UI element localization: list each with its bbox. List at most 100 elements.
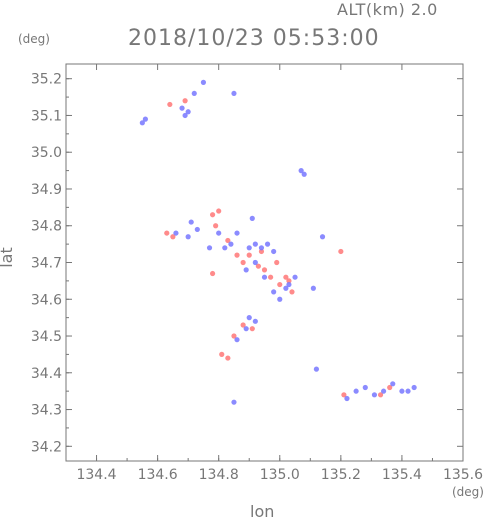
- data-point: [170, 234, 176, 240]
- x-tick-label: 135.2: [321, 467, 361, 483]
- data-point: [371, 392, 378, 398]
- y-tick-label: 34.4: [31, 366, 62, 382]
- data-point: [188, 219, 194, 225]
- data-point: [225, 237, 231, 244]
- data-point: [286, 281, 292, 288]
- data-point: [209, 270, 216, 277]
- data-point: [274, 259, 280, 266]
- y-tick-label: 34.2: [31, 439, 62, 455]
- data-point: [387, 384, 393, 391]
- data-point: [240, 259, 246, 266]
- data-point: [182, 112, 188, 119]
- x-tick-label: 135.6: [443, 467, 483, 483]
- data-point: [258, 245, 265, 251]
- y-tick-label: 34.8: [31, 219, 62, 235]
- data-point: [298, 168, 304, 174]
- data-point: [206, 245, 213, 251]
- data-marks: [139, 79, 417, 405]
- data-point: [164, 230, 170, 236]
- data-point: [191, 90, 197, 97]
- data-point: [234, 337, 240, 343]
- data-point: [246, 315, 252, 321]
- data-point: [200, 79, 207, 85]
- data-point: [353, 388, 359, 394]
- data-point: [246, 245, 252, 251]
- y-tick-label: 35.2: [31, 72, 62, 88]
- data-point: [234, 230, 240, 236]
- x-tick-label: 135.4: [382, 467, 422, 483]
- data-point: [344, 395, 350, 402]
- data-point: [277, 296, 283, 302]
- y-tick-label: 35.1: [31, 108, 62, 124]
- y-tick-label: 34.3: [31, 403, 62, 419]
- data-point: [252, 259, 258, 266]
- y-unit-label: (deg): [18, 32, 50, 46]
- data-point: [228, 241, 234, 247]
- data-point: [405, 388, 411, 394]
- data-point: [271, 248, 277, 255]
- data-point: [182, 98, 188, 104]
- data-point: [222, 245, 228, 251]
- altitude-label: ALT(km) 2.0: [337, 0, 438, 19]
- data-point: [167, 101, 173, 108]
- data-point: [173, 230, 179, 236]
- data-point: [225, 355, 231, 361]
- data-point: [319, 234, 326, 240]
- data-point: [286, 278, 292, 284]
- data-point: [185, 234, 191, 240]
- data-point: [249, 215, 255, 221]
- y-tick-label: 34.9: [31, 182, 62, 198]
- data-point: [277, 281, 283, 288]
- data-point: [258, 248, 265, 255]
- data-point: [231, 333, 237, 339]
- data-point: [283, 274, 289, 280]
- data-point: [338, 248, 344, 255]
- data-point: [139, 120, 145, 126]
- x-tick-label: 134.4: [76, 467, 116, 483]
- data-point: [283, 285, 289, 291]
- data-point: [268, 274, 274, 280]
- data-point: [231, 399, 237, 405]
- data-point: [390, 381, 396, 387]
- data-point: [261, 274, 268, 280]
- data-point: [249, 326, 255, 332]
- data-point: [301, 171, 307, 177]
- data-point: [252, 241, 258, 247]
- data-point: [292, 274, 298, 280]
- x-axis-label: lon: [250, 502, 275, 521]
- data-point: [313, 366, 320, 372]
- x-tick-label: 134.8: [199, 467, 239, 483]
- data-point: [271, 289, 277, 295]
- plot-frame: [65, 63, 464, 462]
- data-point: [289, 289, 295, 295]
- data-point: [255, 263, 261, 269]
- data-point: [142, 116, 148, 122]
- y-tick-label: 34.6: [31, 292, 62, 308]
- data-point: [209, 212, 216, 218]
- data-point: [231, 90, 237, 97]
- data-point: [381, 388, 387, 394]
- data-point: [243, 267, 249, 273]
- data-point: [194, 226, 200, 233]
- y-tick-label: 34.5: [31, 329, 62, 345]
- data-point: [219, 351, 225, 357]
- data-point: [216, 230, 222, 236]
- data-point: [310, 285, 316, 291]
- data-point: [243, 326, 249, 332]
- data-point: [246, 252, 252, 258]
- x-tick-label: 134.6: [138, 467, 178, 483]
- data-point: [261, 267, 268, 273]
- data-point: [240, 322, 246, 328]
- x-unit-label: (deg): [452, 485, 484, 499]
- x-tick-label: 135.0: [260, 467, 300, 483]
- data-point: [341, 392, 347, 398]
- data-point: [234, 252, 240, 258]
- data-point: [399, 388, 405, 394]
- data-point: [411, 384, 417, 391]
- data-point: [264, 241, 271, 247]
- y-tick-label: 34.7: [31, 256, 62, 272]
- data-point: [216, 208, 222, 214]
- data-point: [362, 384, 368, 391]
- axis-ticks: 134.4 134.6 134.8 135.0 135.2 135.4 135.6 34.2 3…: [31, 64, 483, 483]
